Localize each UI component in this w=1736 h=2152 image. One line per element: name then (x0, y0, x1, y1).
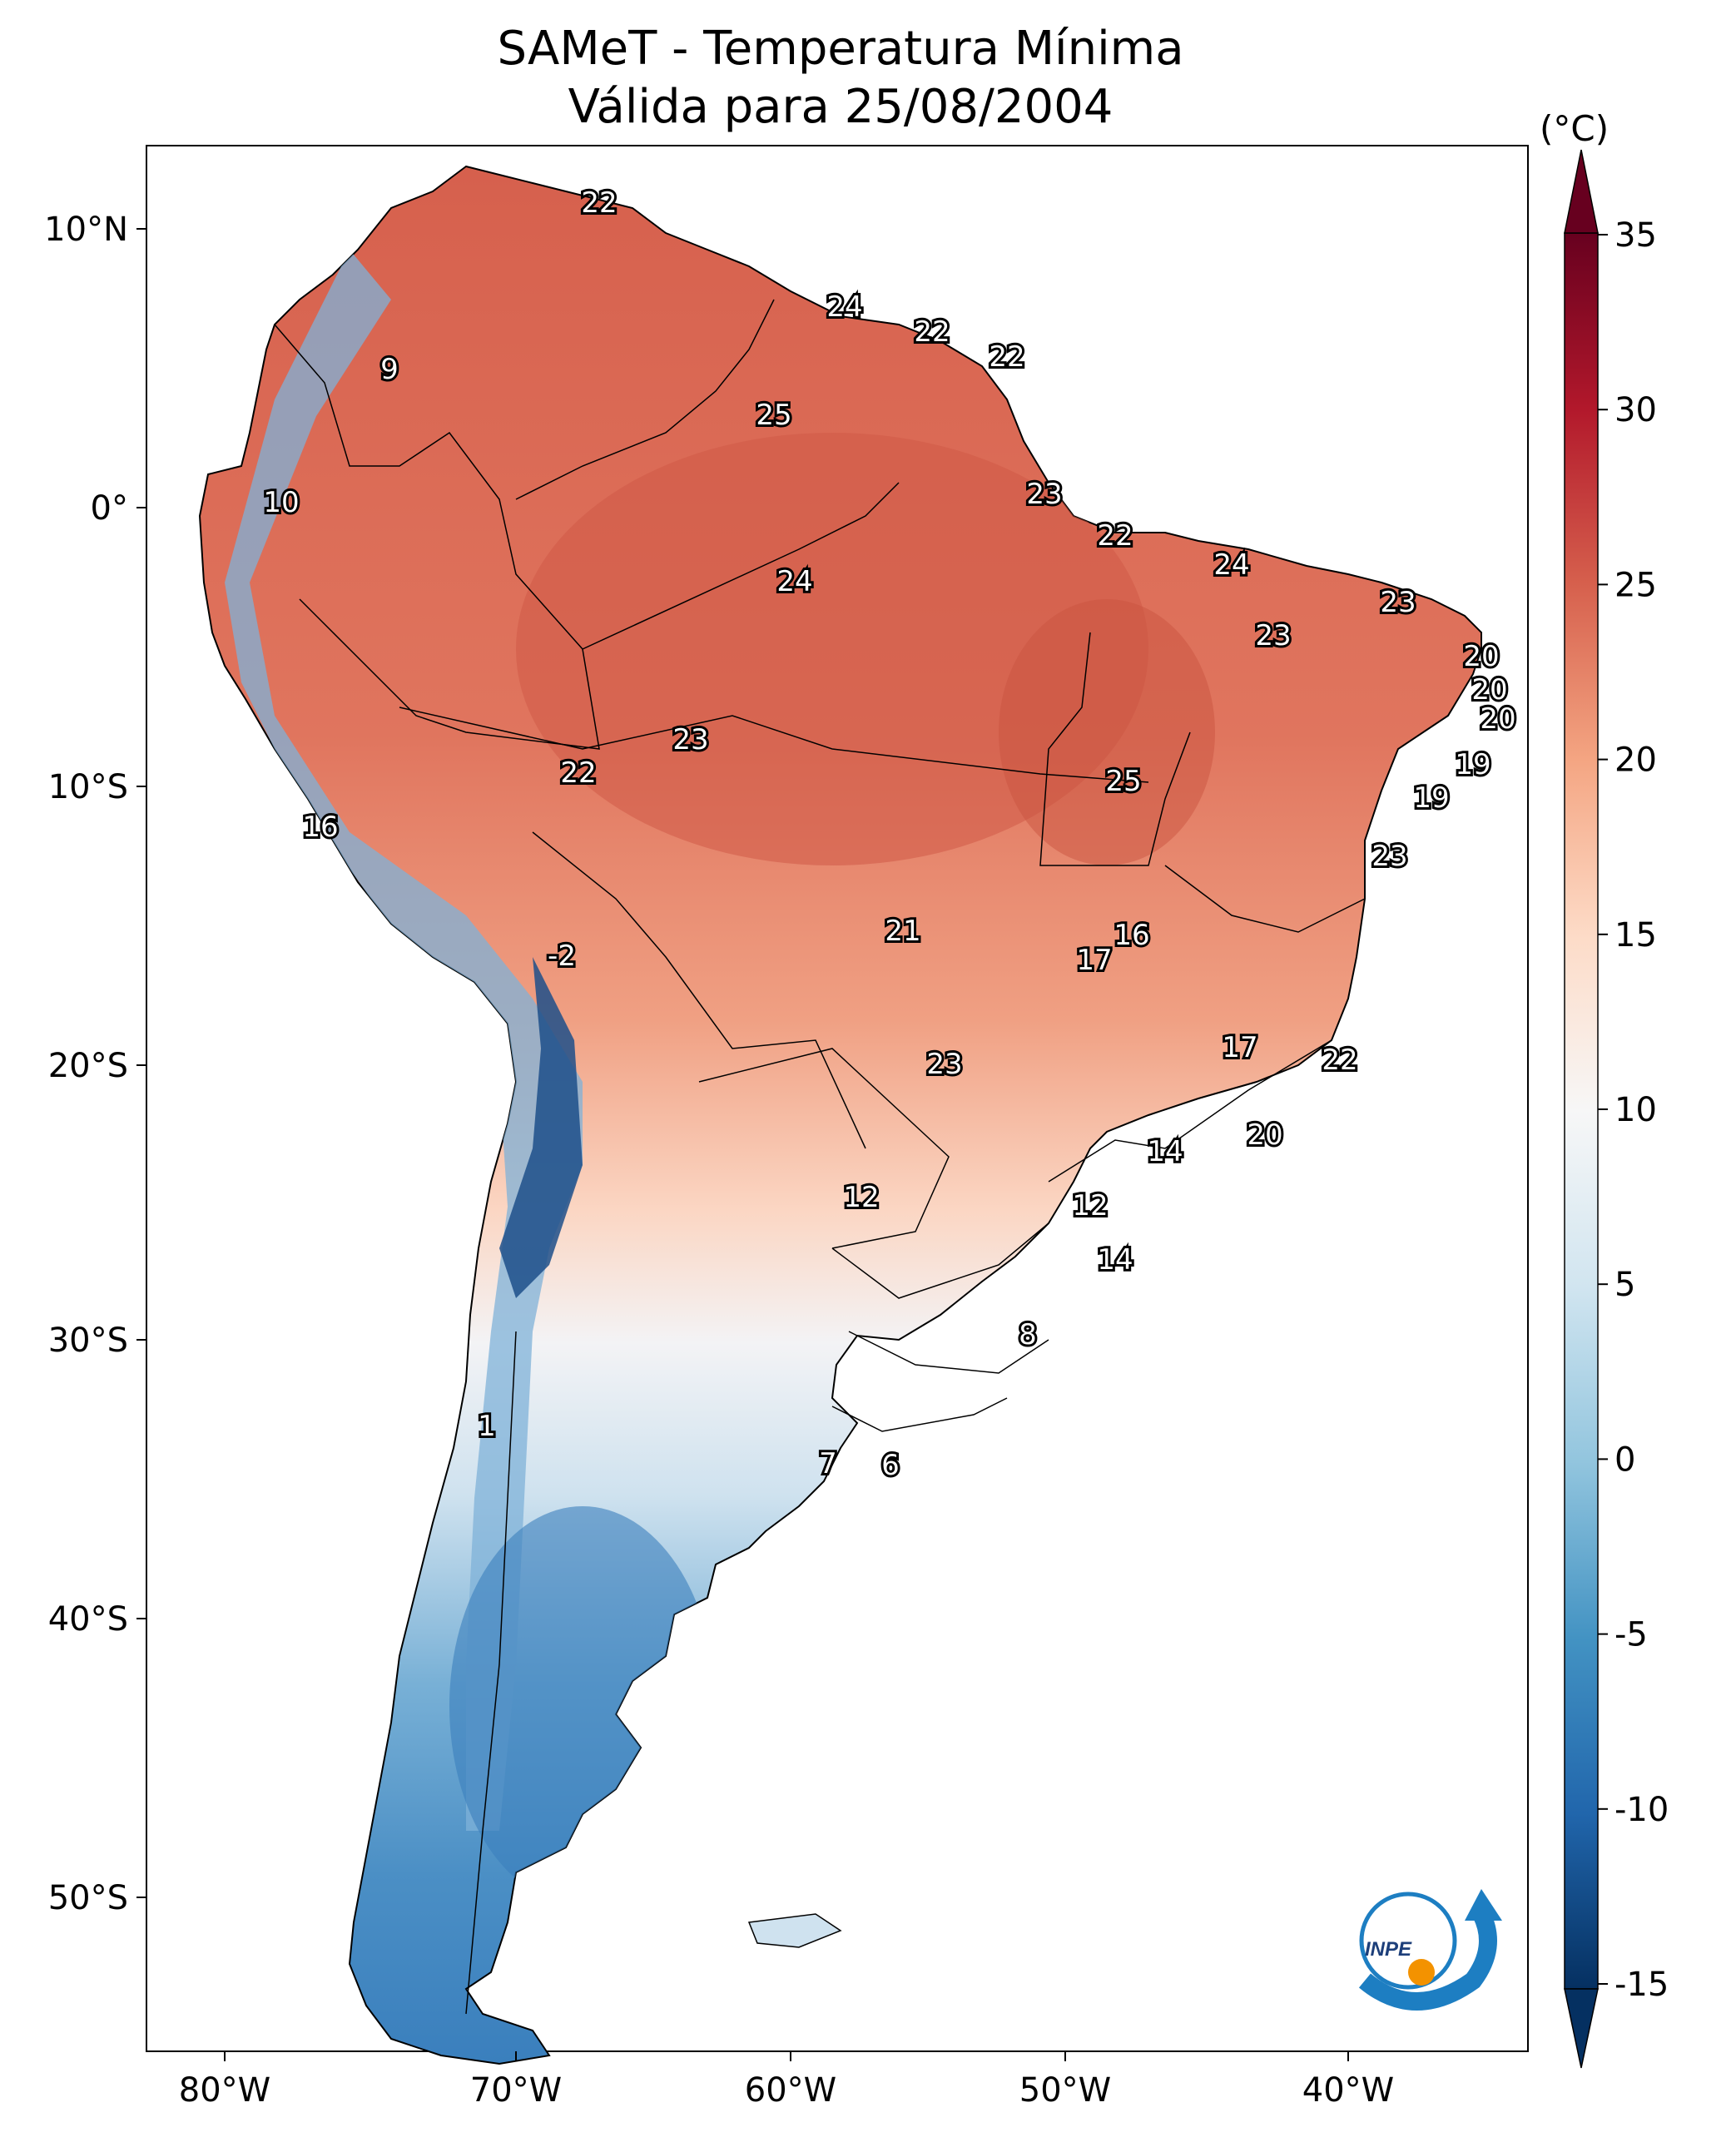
station-value-label: 20 (1247, 1118, 1282, 1152)
logo-text: INPE (1365, 1938, 1412, 1961)
y-tick-label: 50°S (48, 1879, 128, 1917)
y-tick-label: 20°S (48, 1047, 128, 1085)
colorbar: 35 30 25 20 15 10 5 0 -5 -10 -15 (1564, 149, 1669, 2069)
station-value-label: 23 (1380, 586, 1416, 619)
colorbar-tick-label: 35 (1614, 216, 1657, 255)
station-value-label: 1 (478, 1410, 496, 1443)
south-america-landmass (199, 166, 1482, 2065)
colorbar-tick-label: 25 (1614, 566, 1657, 604)
station-value-label: 23 (1255, 619, 1291, 652)
colorbar-tick-label: -10 (1614, 1791, 1669, 1829)
station-value-label: 21 (885, 915, 920, 948)
x-tick-label: 50°W (1019, 2071, 1111, 2110)
station-value-label: 19 (1413, 781, 1449, 815)
station-value-label: 14 (1147, 1135, 1183, 1168)
station-value-label: 16 (1114, 919, 1149, 952)
y-tick-label: 10°S (48, 768, 128, 806)
station-value-label: 24 (776, 565, 812, 598)
colorbar-min-extension (1564, 1988, 1599, 2069)
x-tick-label: 70°W (470, 2071, 562, 2110)
colorbar-unit: (°C) (1540, 108, 1610, 149)
station-value-label: 6 (881, 1449, 900, 1482)
station-value-label: 23 (926, 1048, 962, 1081)
station-value-label: 20 (1463, 640, 1499, 673)
station-value-label: 19 (1455, 748, 1490, 781)
inpe-logo: INPE (1358, 1889, 1502, 2011)
map-title-line2: Válida para 25/08/2004 (568, 80, 1114, 134)
map-title-line1: SAMeT - Temperatura Mínima (497, 22, 1184, 76)
station-value-label: 24 (1213, 548, 1249, 582)
station-value-label: 22 (560, 756, 596, 790)
station-value-label: -2 (548, 940, 576, 973)
y-tick-label: 40°S (48, 1600, 128, 1639)
station-value-label: 17 (1222, 1031, 1257, 1064)
station-value-label: 17 (1076, 944, 1112, 977)
station-value-label: 22 (914, 315, 950, 349)
y-axis-ticks: 10°N 0° 10°S 20°S 30°S 40°S 50°S (44, 211, 146, 1917)
colorbar-tick-label: 30 (1614, 391, 1657, 429)
station-value-label: 22 (1322, 1044, 1357, 1077)
colorbar-body (1564, 232, 1599, 1990)
station-value-label: 25 (1105, 765, 1141, 798)
logo-orange-dot (1408, 1959, 1435, 1986)
station-value-label: 10 (263, 486, 299, 519)
y-tick-label: 10°N (44, 211, 128, 249)
station-value-label: 25 (756, 399, 791, 432)
x-tick-label: 60°W (745, 2071, 836, 2110)
x-tick-label: 80°W (179, 2071, 270, 2110)
station-value-label: 12 (843, 1181, 879, 1214)
x-tick-label: 40°W (1302, 2071, 1394, 2110)
station-value-label: 22 (1097, 519, 1133, 553)
station-value-label: 20 (1471, 673, 1507, 707)
colorbar-max-extension (1564, 149, 1599, 234)
colorbar-tick-label: -5 (1614, 1616, 1648, 1654)
station-value-label: 23 (1026, 478, 1062, 511)
country-borders (274, 299, 1366, 2015)
colorbar-tick-label: 5 (1614, 1266, 1635, 1304)
station-value-label: 20 (1480, 702, 1515, 736)
station-value-label: 16 (302, 811, 338, 844)
station-value-label: 22 (989, 340, 1024, 374)
station-value-label: 8 (1019, 1318, 1037, 1351)
station-value-label: 23 (1371, 840, 1407, 873)
colorbar-tick-label: 0 (1614, 1440, 1635, 1479)
colorbar-tick-label: -15 (1614, 1966, 1669, 2004)
station-value-label: 12 (1072, 1189, 1108, 1222)
colorbar-tick-label: 10 (1614, 1091, 1657, 1129)
station-value-label: 9 (380, 353, 399, 386)
y-tick-label: 30°S (48, 1321, 128, 1360)
colorbar-tick-label: 20 (1614, 741, 1657, 780)
x-axis-ticks: 80°W 70°W 60°W 50°W 40°W (179, 2051, 1394, 2110)
station-value-label: 7 (819, 1447, 837, 1480)
falkland-islands (747, 1913, 842, 1948)
y-tick-label: 0° (91, 489, 128, 528)
station-value-label: 24 (826, 290, 862, 324)
station-value-label: 22 (581, 186, 617, 220)
station-value-label: 14 (1097, 1243, 1133, 1277)
station-value-label: 23 (672, 723, 708, 756)
colorbar-tick-label: 15 (1614, 916, 1657, 955)
